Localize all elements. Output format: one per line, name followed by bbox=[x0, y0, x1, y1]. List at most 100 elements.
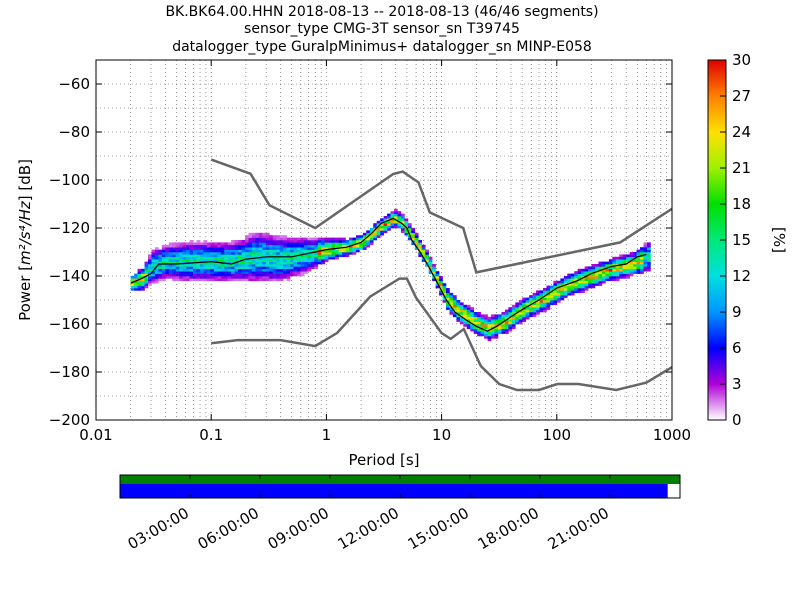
histogram-cell bbox=[348, 242, 353, 246]
histogram-cell bbox=[172, 256, 177, 260]
histogram-cell bbox=[193, 276, 197, 279]
histogram-cell bbox=[556, 292, 561, 296]
histogram-cell bbox=[290, 256, 294, 260]
histogram-cell bbox=[293, 242, 298, 246]
histogram-cell bbox=[248, 232, 253, 236]
histogram-cell bbox=[300, 261, 305, 265]
histogram-cell bbox=[463, 324, 468, 327]
histogram-cell bbox=[262, 237, 267, 241]
histogram-cell bbox=[148, 283, 152, 286]
histogram-cell bbox=[570, 285, 575, 289]
histogram-cell bbox=[175, 264, 180, 267]
histogram-cell bbox=[286, 252, 291, 255]
histogram-cell bbox=[539, 300, 544, 303]
histogram-cell bbox=[421, 259, 426, 262]
colorbar-tick-label: 9 bbox=[732, 303, 742, 321]
histogram-cell bbox=[484, 316, 488, 320]
histogram-cell bbox=[158, 278, 163, 282]
histogram-cell bbox=[227, 273, 232, 277]
histogram-cell bbox=[189, 247, 194, 250]
histogram-cell bbox=[258, 235, 263, 238]
colorbar-gradient bbox=[708, 60, 726, 420]
histogram-cell bbox=[189, 249, 194, 253]
histogram-cell bbox=[231, 273, 235, 277]
histogram-cell bbox=[234, 254, 239, 258]
histogram-cell bbox=[286, 244, 291, 248]
histogram-cell bbox=[196, 259, 201, 262]
histogram-cell bbox=[331, 252, 336, 255]
histogram-cell bbox=[515, 309, 520, 313]
histogram-cell bbox=[269, 273, 274, 277]
histogram-cell bbox=[414, 247, 419, 250]
histogram-cell bbox=[588, 278, 592, 282]
histogram-cell bbox=[175, 252, 180, 255]
histogram-cell bbox=[321, 240, 326, 243]
histogram-cell bbox=[577, 268, 582, 272]
histogram-cell bbox=[539, 302, 544, 306]
histogram-cell bbox=[646, 264, 651, 267]
histogram-cell bbox=[456, 300, 461, 303]
histogram-cell bbox=[646, 242, 651, 246]
histogram-cell bbox=[175, 273, 180, 277]
histogram-cell bbox=[217, 266, 222, 270]
histogram-cell bbox=[314, 237, 319, 241]
histogram-cell bbox=[276, 240, 280, 243]
histogram-cell bbox=[529, 309, 533, 313]
histogram-cell bbox=[251, 266, 256, 270]
histogram-cell bbox=[466, 324, 471, 327]
histogram-cell bbox=[459, 307, 464, 310]
histogram-cell bbox=[210, 256, 215, 260]
histogram-cell bbox=[265, 252, 270, 255]
histogram-cell bbox=[317, 259, 322, 262]
histogram-cell bbox=[584, 268, 589, 272]
histogram-cell bbox=[432, 271, 436, 274]
histogram-cell bbox=[255, 266, 260, 270]
histogram-cell bbox=[501, 312, 506, 315]
histogram-cell bbox=[383, 216, 388, 219]
histogram-cell bbox=[199, 259, 204, 262]
histogram-cell bbox=[269, 256, 274, 260]
histogram-cell bbox=[182, 242, 187, 246]
histogram-cell bbox=[255, 247, 260, 250]
histogram-cell bbox=[463, 321, 468, 325]
histogram-cell bbox=[324, 237, 329, 241]
histogram-cell bbox=[175, 249, 180, 253]
histogram-cell bbox=[297, 244, 301, 248]
histogram-cell bbox=[307, 242, 312, 246]
histogram-cell bbox=[245, 259, 249, 262]
histogram-cell bbox=[130, 283, 135, 286]
histogram-cell bbox=[477, 328, 481, 332]
histogram-cell bbox=[227, 249, 232, 253]
histogram-cell bbox=[148, 276, 152, 279]
histogram-cell bbox=[362, 240, 367, 243]
histogram-cell bbox=[206, 276, 211, 279]
histogram-cell bbox=[196, 268, 201, 272]
histogram-cell bbox=[421, 252, 426, 255]
histogram-cell bbox=[297, 249, 301, 253]
histogram-cell bbox=[262, 256, 267, 260]
histogram-cell bbox=[213, 259, 218, 262]
histogram-cell bbox=[213, 268, 218, 272]
coverage-time-label: 12:00:00 bbox=[335, 504, 402, 553]
histogram-cell bbox=[293, 268, 298, 272]
histogram-cell bbox=[199, 268, 204, 272]
histogram-cell bbox=[549, 297, 554, 301]
histogram-cell bbox=[206, 266, 211, 270]
histogram-cell bbox=[546, 302, 551, 306]
histogram-cell bbox=[612, 261, 617, 265]
histogram-cell bbox=[390, 213, 395, 217]
histogram-cell bbox=[286, 242, 291, 246]
histogram-cell bbox=[290, 254, 294, 258]
histogram-cell bbox=[300, 271, 305, 274]
histogram-cell bbox=[646, 266, 651, 270]
histogram-cell bbox=[234, 244, 239, 248]
histogram-cell bbox=[179, 264, 183, 267]
histogram-cell bbox=[612, 276, 617, 279]
histogram-cell bbox=[522, 314, 527, 318]
histogram-cell bbox=[622, 261, 627, 265]
histogram-cell bbox=[203, 259, 208, 262]
histogram-cell bbox=[193, 247, 197, 250]
histogram-cell bbox=[584, 271, 589, 274]
histogram-cell bbox=[293, 266, 298, 270]
histogram-cell bbox=[258, 261, 263, 265]
